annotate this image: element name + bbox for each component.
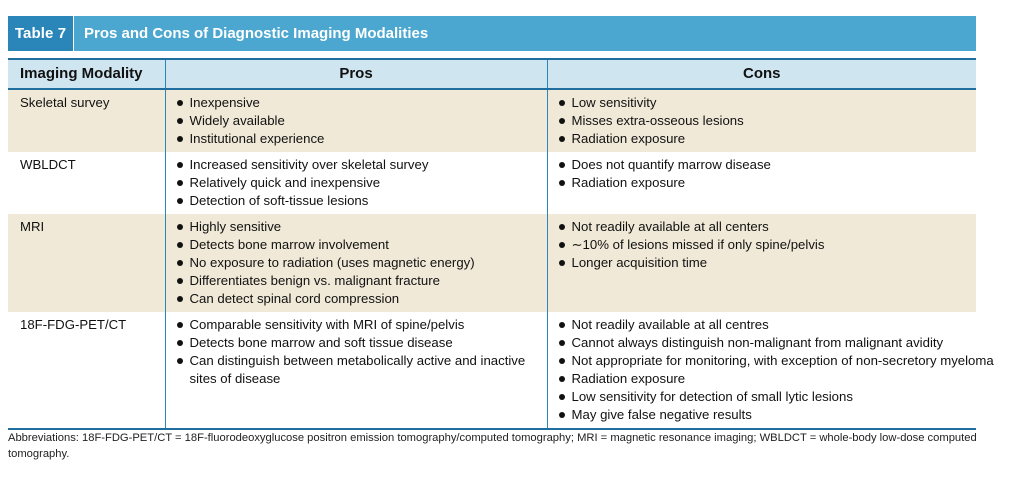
cons-list: Does not quantify marrow disease Radiati… — [558, 156, 971, 192]
pros-item: Inexpensive — [176, 94, 541, 112]
table-footnote: Abbreviations: 18F-FDG-PET/CT = 18F-fluo… — [8, 432, 977, 460]
cons-item: Radiation exposure — [558, 130, 971, 148]
table-row: WBLDCT Increased sensitivity over skelet… — [8, 152, 976, 214]
cons-list: Low sensitivity Misses extra-osseous les… — [558, 94, 971, 148]
pros-item: Detection of soft-tissue lesions — [176, 192, 541, 210]
cons-list: Not readily available at all centres Can… — [558, 316, 994, 424]
cons-list: Not readily available at all centers ∼10… — [558, 218, 971, 272]
cons-item: Cannot always distinguish non-malignant … — [558, 334, 971, 352]
table-figure: Table 7 Pros and Cons of Diagnostic Imag… — [8, 16, 994, 430]
pros-item: Institutional experience — [176, 130, 541, 148]
pros-item: Comparable sensitivity with MRI of spine… — [176, 316, 541, 334]
table-row: 18F-FDG-PET/CT Comparable sensitivity wi… — [8, 312, 994, 430]
cons-item: Not readily available at all centers — [558, 218, 971, 236]
pros-cell: Comparable sensitivity with MRI of spine… — [164, 312, 547, 430]
table-row: MRI Highly sensitive Detects bone marrow… — [8, 214, 976, 312]
pros-item: Can distinguish between metabolically ac… — [176, 352, 541, 388]
cons-item: Misses extra-osseous lesions — [558, 112, 971, 130]
pros-cell: Inexpensive Widely available Institution… — [164, 89, 547, 152]
table-header-row: Imaging Modality Pros Cons — [8, 58, 976, 90]
cons-item: Low sensitivity for detection of small l… — [558, 388, 971, 406]
table-title: Pros and Cons of Diagnostic Imaging Moda… — [84, 25, 429, 42]
cons-item: May give false negative results — [558, 406, 971, 424]
pros-list: Increased sensitivity over skeletal surv… — [176, 156, 541, 210]
pros-item: No exposure to radiation (uses magnetic … — [176, 254, 541, 272]
modality-cell: Skeletal survey — [8, 89, 165, 152]
header-pros: Pros — [164, 58, 547, 90]
modality-cell: MRI — [8, 214, 165, 312]
modality-cell: WBLDCT — [20, 157, 76, 172]
pros-item: Widely available — [176, 112, 541, 130]
cons-item: ∼10% of lesions missed if only spine/pel… — [558, 236, 971, 254]
pros-list: Inexpensive Widely available Institution… — [176, 94, 541, 148]
cons-item: Radiation exposure — [558, 174, 971, 192]
cons-item: Low sensitivity — [558, 94, 971, 112]
header-imaging-modality: Imaging Modality — [8, 58, 165, 90]
header-cons: Cons — [546, 58, 976, 90]
table-number: Table 7 — [8, 16, 74, 51]
cons-item: Not readily available at all centres — [558, 316, 971, 334]
cons-item: Radiation exposure — [558, 370, 971, 388]
imaging-modalities-table: Imaging Modality Pros Cons Skeletal surv… — [8, 58, 994, 430]
cons-item: Does not quantify marrow disease — [558, 156, 971, 174]
cons-item: Longer acquisition time — [558, 254, 971, 272]
pros-list: Highly sensitive Detects bone marrow inv… — [176, 218, 541, 308]
pros-item: Differentiates benign vs. malignant frac… — [176, 272, 541, 290]
cons-cell: Low sensitivity Misses extra-osseous les… — [546, 89, 976, 152]
pros-item: Detects bone marrow involvement — [176, 236, 541, 254]
pros-item: Increased sensitivity over skeletal surv… — [176, 156, 541, 174]
pros-item: Detects bone marrow and soft tissue dise… — [176, 334, 541, 352]
table-title-bar: Table 7 Pros and Cons of Diagnostic Imag… — [8, 16, 976, 51]
pros-item: Relatively quick and inexpensive — [176, 174, 541, 192]
cons-item: Not appropriate for monitoring, with exc… — [558, 352, 994, 370]
pros-item: Highly sensitive — [176, 218, 541, 236]
cons-cell: Does not quantify marrow disease Radiati… — [546, 152, 976, 214]
pros-cell: Increased sensitivity over skeletal surv… — [164, 152, 547, 214]
pros-list: Comparable sensitivity with MRI of spine… — [176, 316, 541, 388]
modality-cell: 18F-FDG-PET/CT — [8, 312, 165, 430]
pros-cell: Highly sensitive Detects bone marrow inv… — [164, 214, 547, 312]
table-row: Skeletal survey Inexpensive Widely avail… — [8, 89, 976, 152]
cons-cell: Not readily available at all centers ∼10… — [546, 214, 976, 312]
cons-cell: Not readily available at all centres Can… — [546, 312, 994, 430]
pros-item: Can detect spinal cord compression — [176, 290, 541, 308]
